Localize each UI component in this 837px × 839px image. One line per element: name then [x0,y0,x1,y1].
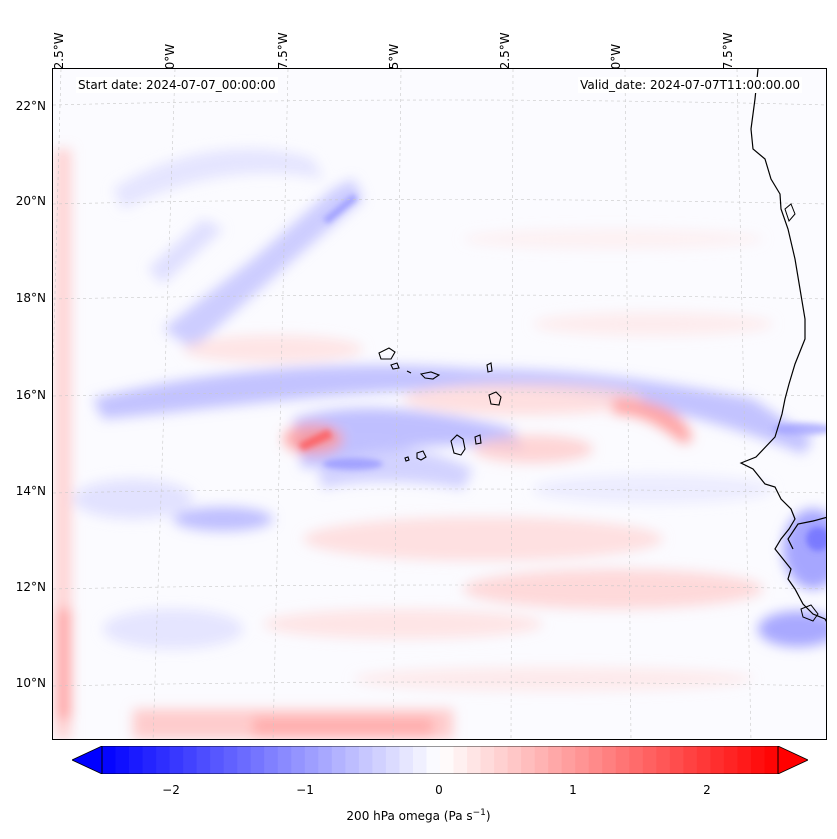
colorbar-segment [318,746,333,774]
colorbar-segment [642,746,657,774]
colorbar-segment [372,746,387,774]
cape-verde-islands [378,347,502,462]
island-santo-antao [378,347,396,360]
lat-label-20n: 20°N [15,194,46,208]
colorbar [72,746,808,774]
colorbar-tick-0: 0 [435,783,443,797]
colorbar-outline [101,746,779,774]
colorbar-tick-1: 1 [569,783,577,797]
colorbar-segment [196,746,211,774]
colorbar-segment [669,746,684,774]
colorbar-segment [764,746,779,774]
colorbar-segment [264,746,279,774]
lat-label-14n: 14°N [15,484,46,498]
lat-label-18n: 18°N [15,291,46,305]
colorbar-segment [385,746,400,774]
colorbar-segment [142,746,157,774]
colorbar-segment [277,746,292,774]
valid-date-label: Valid_date: 2024-07-07T11:00:00.00 [578,77,802,93]
colorbar-segment [683,746,698,774]
lat-label-16n: 16°N [15,388,46,402]
colorbar-tick-neg1: −1 [296,783,314,797]
colorbar-segment [750,746,765,774]
colorbar-segment [169,746,184,774]
colorbar-segment [223,746,238,774]
colorbar-segment [115,746,130,774]
colorbar-segment [696,746,711,774]
colorbar-segment [561,746,576,774]
island-bijagos [800,604,819,622]
colorbar-segment [534,746,549,774]
island-brava [404,456,410,462]
colorbar-segment [548,746,563,774]
colorbar-segment [237,746,252,774]
colorbar-segment [507,746,522,774]
colorbar-segment [629,746,644,774]
lat-label-12n: 12°N [15,580,46,594]
island-santa-luzia [406,370,412,374]
colorbar-segment [480,746,495,774]
colorbar-segment [358,746,373,774]
colorbar-segment [737,746,752,774]
colorbar-segment [710,746,725,774]
omega-field-detail [298,194,826,551]
colorbar-high-extension [777,746,808,774]
colorbar-segment [129,746,144,774]
island-small-coast [784,203,796,222]
colorbar-segment [602,746,617,774]
omega-field-shading [55,149,826,739]
colorbar-segment [467,746,482,774]
colorbar-segment [345,746,360,774]
colorbar-segment [399,746,414,774]
colorbar-segment [494,746,509,774]
omega-field-map [53,69,826,739]
colorbar-segment [656,746,671,774]
lat-label-10n: 10°N [15,676,46,690]
island-santiago [450,434,466,456]
island-sao-vicente [390,362,400,370]
colorbar-segment [426,746,441,774]
colorbar-segment [331,746,346,774]
colorbar-segments [102,746,779,774]
colorbar-segment [102,746,117,774]
colorbar-segment [250,746,265,774]
colorbar-tick-2: 2 [703,783,711,797]
island-boa-vista [488,391,502,406]
colorbar-segment [210,746,225,774]
colorbar-segment [183,746,198,774]
colorbar-segment [575,746,590,774]
colorbar-tick-neg2: −2 [162,783,180,797]
lat-label-22n: 22°N [15,99,46,113]
colorbar-segment [412,746,427,774]
colorbar-segment [304,746,319,774]
colorbar-segment [615,746,630,774]
colorbar-segment [521,746,536,774]
map-plot-area[interactable]: Start date: 2024-07-07_00:00:00 Valid_da… [52,68,827,740]
island-fogo [416,450,427,461]
colorbar-segment [156,746,171,774]
colorbar-segment [440,746,455,774]
colorbar-segment [291,746,306,774]
colorbar-low-extension [72,746,103,774]
island-sal [486,362,493,373]
graticule [53,69,826,739]
island-maio [474,434,482,445]
africa-coastline-south [787,516,826,550]
start-date-label: Start date: 2024-07-07_00:00:00 [76,77,278,93]
colorbar-segment [453,746,468,774]
colorbar-segment [723,746,738,774]
island-sao-nicolau [419,371,441,380]
africa-coastline [739,69,826,622]
colorbar-label: 200 hPa omega (Pa s−1) [346,808,491,823]
colorbar-segment [588,746,603,774]
